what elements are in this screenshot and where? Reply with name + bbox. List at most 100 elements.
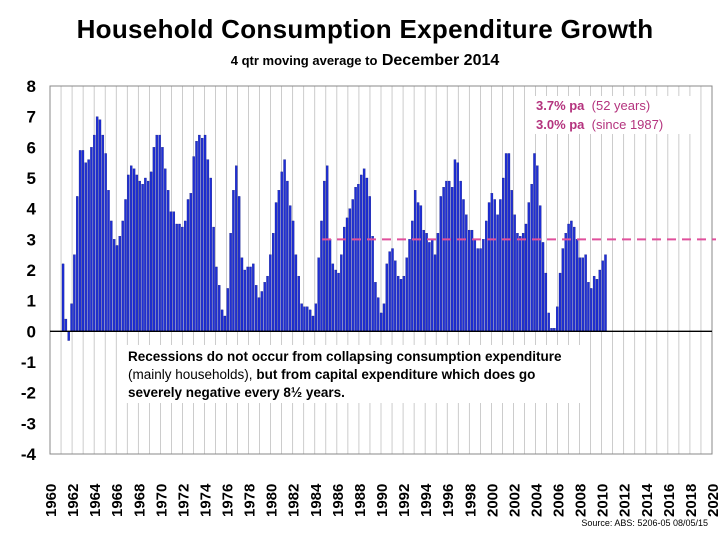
data-bar: [467, 229, 471, 332]
data-bar: [112, 239, 116, 332]
data-bar: [195, 141, 198, 332]
data-bar: [115, 245, 119, 332]
x-tick-label: 2004: [528, 483, 545, 517]
data-bar: [181, 226, 184, 332]
x-tick-label: 1982: [286, 484, 303, 517]
data-bar: [578, 257, 582, 332]
data-bar: [510, 190, 513, 332]
data-bar: [121, 220, 124, 332]
data-bar: [394, 260, 397, 332]
data-bar: [132, 168, 136, 332]
x-tick-label: 1974: [197, 483, 214, 517]
data-bar: [138, 180, 141, 332]
data-bar: [277, 190, 281, 332]
note-part-3: but from capital expenditure which does …: [128, 367, 536, 400]
data-bar: [206, 159, 210, 332]
x-tick-label: 2002: [506, 484, 523, 517]
data-bar: [408, 239, 411, 332]
data-bar: [223, 315, 227, 332]
data-bar: [300, 303, 303, 332]
chart-title: Household Consumption Expenditure Growth: [76, 14, 654, 44]
data-bar: [425, 233, 428, 332]
data-bar: [246, 266, 249, 332]
data-bar: [462, 199, 465, 332]
data-bar: [147, 180, 150, 332]
data-bar: [90, 147, 93, 332]
data-bar: [502, 177, 505, 332]
x-tick-label: 2014: [639, 483, 656, 517]
data-bar: [598, 269, 602, 332]
y-tick-label: -1: [21, 353, 36, 372]
average-growth-box: 3.7% pa (52 years) 3.0% pa (since 1987): [530, 96, 692, 134]
data-bar: [243, 269, 247, 332]
data-bar: [76, 196, 79, 332]
data-bar: [521, 233, 525, 332]
data-bar: [405, 257, 408, 332]
data-bar: [172, 211, 176, 332]
data-bar: [450, 187, 454, 332]
data-bar: [343, 226, 346, 332]
x-tick-label: 2016: [661, 484, 678, 517]
x-tick-label: 1990: [374, 484, 391, 517]
data-bar: [229, 233, 232, 332]
data-bar: [314, 303, 318, 332]
data-bar: [334, 269, 337, 332]
data-bar: [564, 233, 567, 332]
data-bar: [456, 162, 460, 332]
data-bar: [556, 306, 559, 332]
x-tick-label: 1972: [175, 484, 192, 517]
data-bar: [399, 279, 403, 332]
data-bar: [328, 239, 332, 332]
data-bar: [257, 297, 261, 332]
data-bar: [189, 193, 193, 332]
data-bar: [453, 159, 457, 332]
data-bar: [428, 242, 431, 332]
data-bar: [499, 199, 502, 332]
y-tick-label: 8: [27, 77, 36, 96]
data-bar: [445, 180, 448, 332]
data-bar: [431, 239, 434, 332]
data-bar: [325, 165, 329, 332]
y-tick-label: 4: [27, 200, 37, 219]
data-bar: [110, 220, 113, 332]
data-bar: [311, 315, 315, 332]
data-bar: [303, 306, 306, 332]
data-bar: [419, 205, 423, 332]
data-bar: [81, 150, 85, 332]
data-bar: [161, 147, 164, 332]
data-bar: [362, 168, 366, 332]
data-bar: [507, 153, 511, 332]
data-bar: [209, 177, 212, 332]
note-part-1: Recessions do not occur from collapsing …: [128, 349, 562, 364]
data-bar: [135, 174, 139, 332]
data-bar: [260, 291, 264, 332]
data-bar: [396, 275, 400, 332]
data-bar: [164, 168, 167, 332]
chart-subtitle: 4 qtr moving average to December 2014: [0, 52, 720, 70]
data-bar: [416, 202, 420, 332]
data-bar: [371, 236, 374, 332]
data-bar: [414, 190, 417, 332]
data-bar: [155, 134, 158, 332]
data-bar: [263, 282, 266, 332]
data-bar: [98, 119, 102, 332]
data-bar: [439, 196, 442, 332]
data-bar: [365, 177, 369, 332]
data-bar: [169, 211, 173, 332]
data-bar: [485, 220, 488, 332]
data-bar: [544, 272, 548, 332]
plot-frame: [49, 85, 713, 455]
data-bar: [254, 285, 258, 332]
data-bar: [374, 282, 377, 332]
data-bar: [286, 180, 289, 332]
data-bar: [570, 220, 573, 332]
source-note: Source: ABS: 5206-05 08/05/15: [581, 518, 708, 528]
data-bar: [232, 190, 235, 332]
note-part-2: (mainly households),: [128, 367, 253, 382]
data-bar: [64, 318, 68, 332]
data-bar: [496, 214, 499, 332]
data-bar: [411, 220, 414, 332]
average-growth-line-1: 3.7% pa (52 years): [536, 96, 692, 115]
data-bar: [144, 177, 147, 332]
data-bar: [459, 180, 462, 332]
